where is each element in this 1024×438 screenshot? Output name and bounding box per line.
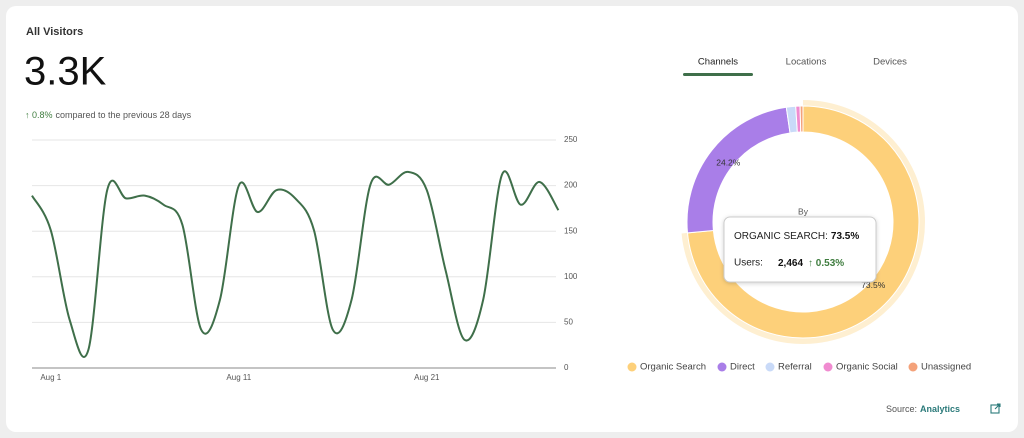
change: ↑ 0.8% (25, 110, 53, 120)
tabs: Channels Locations Devices (683, 57, 907, 76)
tab[interactable]: Locations (786, 57, 827, 68)
external-link-icon[interactable] (990, 403, 1001, 414)
tooltip-count: 2,464 (778, 258, 803, 269)
legend-swatch (908, 362, 918, 372)
tooltip-value: 73.5% (831, 231, 859, 242)
tab[interactable]: Devices (873, 57, 907, 68)
source: Source: Analytics (886, 404, 960, 414)
y-tick-label: 0 (564, 363, 569, 372)
legend-swatch (627, 362, 637, 372)
slice (799, 105, 804, 133)
legend-swatch (823, 362, 833, 372)
tooltip-box (723, 216, 877, 283)
summary: ↑ 0.8% compared to the previous 28 days (25, 110, 192, 120)
tooltip-label: ORGANIC SEARCH: (734, 231, 828, 242)
tooltip-change: ↑ 0.53% (808, 258, 844, 269)
legend-label: Referral (778, 362, 812, 373)
slice (686, 105, 920, 339)
source-label: Source: (886, 404, 917, 414)
big-number: 3.3K (24, 50, 107, 94)
x-tick-label: Aug 21 (414, 373, 440, 382)
x-tick-label: Aug 11 (226, 373, 251, 382)
donut-chart: 73.5% 24.2% By (681, 100, 925, 344)
y-tick-label: 150 (564, 226, 578, 235)
legend: Organic Search Direct Referral Organic Soci… (627, 362, 971, 373)
icon-box (990, 404, 1000, 414)
tooltip-title: ORGANIC SEARCH: 73.5% (734, 231, 859, 242)
comparison: compared to the previous 28 days (56, 110, 192, 120)
slice-label: 73.5% (861, 280, 886, 290)
y-tick-label: 200 (564, 181, 578, 190)
legend-label: Organic Social (836, 362, 898, 373)
legend-swatch (765, 362, 775, 372)
legend-label: Direct (730, 362, 755, 373)
y-tick-label: 250 (564, 135, 578, 144)
y-tick-label: 100 (564, 272, 578, 281)
y-tick-label: 50 (564, 318, 573, 327)
source-link[interactable]: Analytics (920, 404, 960, 414)
icon-arrow (994, 403, 1001, 410)
center-label: By (798, 206, 809, 216)
tooltip: ORGANIC SEARCH: 73.5% Users: 2,464 ↑ 0.53% (723, 216, 877, 283)
tooltip-metric: Users: (734, 258, 763, 269)
tooltip-row: 2,464 ↑ 0.53% (778, 258, 844, 269)
tab[interactable]: Channels (698, 57, 738, 68)
x-tick-label: Aug 1 (40, 373, 61, 382)
legend-label: Organic Search (640, 362, 706, 373)
line-chart: 0 50 100 150 200 250 Aug 1 Aug 11 Aug 21 (31, 135, 578, 382)
legend-label: Unassigned (921, 362, 971, 373)
line-series (31, 170, 560, 358)
active-tab-indicator (683, 73, 753, 76)
card-title: All Visitors (26, 26, 83, 38)
legend-swatch (717, 362, 727, 372)
slice-label: 24.2% (716, 158, 741, 168)
